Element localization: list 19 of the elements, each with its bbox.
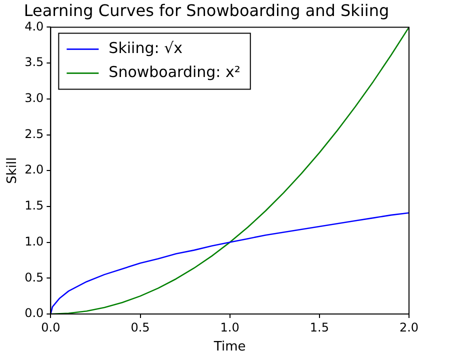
x-tick-label: 0.5 <box>130 320 150 334</box>
y-tick-label: 2.5 <box>24 126 44 141</box>
legend-label: Snowboarding: x² <box>108 63 240 82</box>
y-tick-label: 2.0 <box>24 162 44 177</box>
y-tick-label: 1.5 <box>24 198 44 213</box>
legend-label: Skiing: √x <box>108 39 183 58</box>
y-tick-label: 3.5 <box>24 55 44 70</box>
y-tick-label: 0.0 <box>24 306 44 320</box>
x-tick-label: 1.0 <box>220 320 240 334</box>
x-tick-label: 2.0 <box>399 320 419 334</box>
chart-title: Learning Curves for Snowboarding and Skiing <box>24 0 390 20</box>
y-tick-label: 1.0 <box>24 234 44 248</box>
y-tick-label: 4.0 <box>24 19 44 34</box>
y-tick-label: 3.0 <box>24 91 44 106</box>
x-axis-title: Time <box>212 340 246 355</box>
y-axis-title: Skill <box>5 157 20 184</box>
x-tick-label: 0.0 <box>41 320 60 334</box>
x-tick-label: 1.5 <box>310 320 329 334</box>
y-tick-label: 0.5 <box>24 270 44 284</box>
